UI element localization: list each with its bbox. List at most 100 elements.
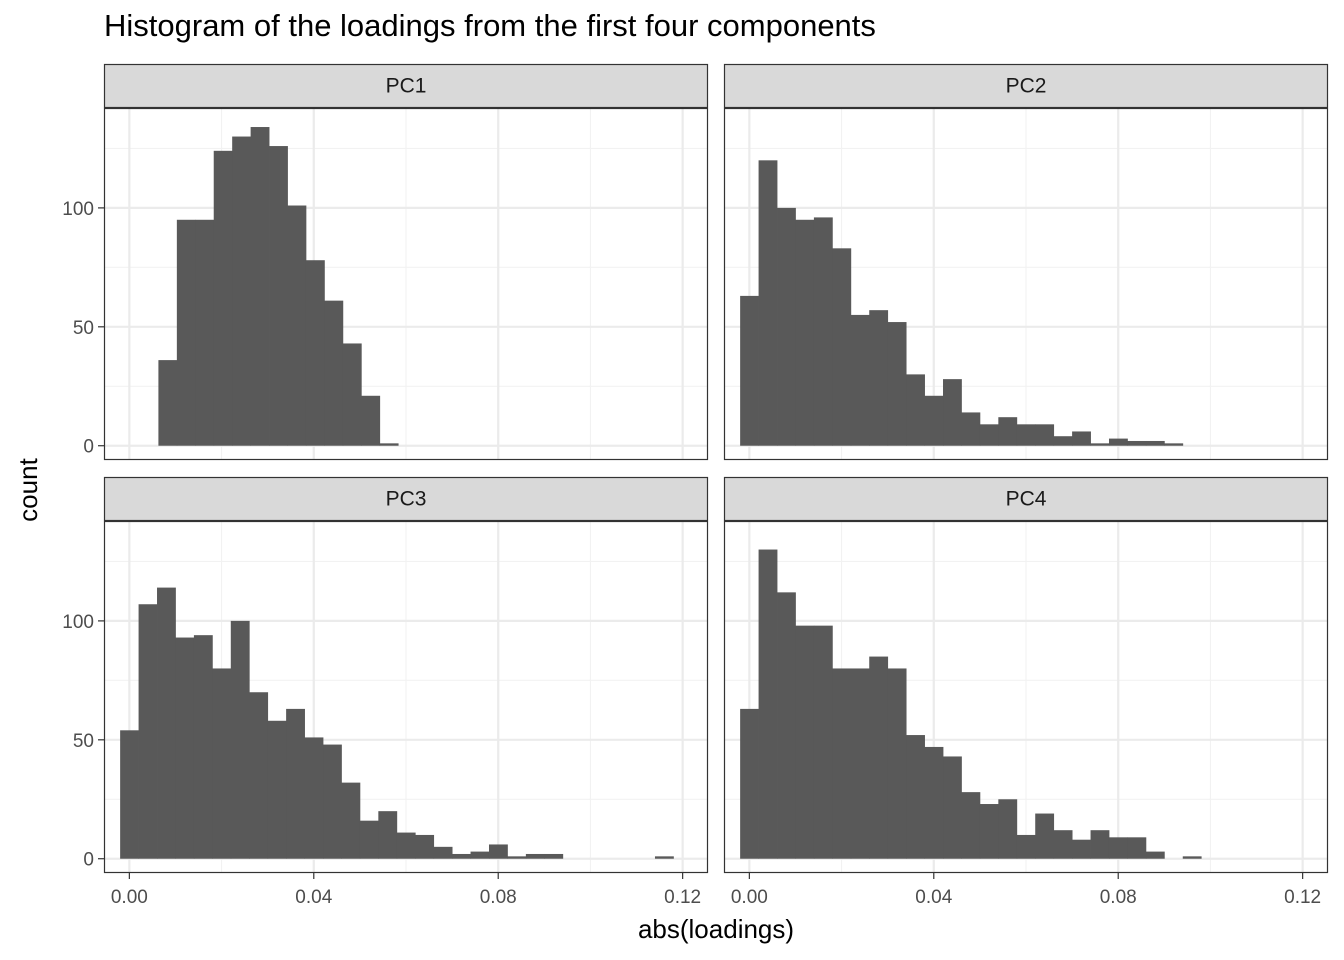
histogram-bar xyxy=(120,730,139,859)
histogram-bar xyxy=(813,625,833,859)
x-tick-label: 0.04 xyxy=(915,887,952,908)
histogram-bar xyxy=(1090,443,1110,446)
histogram-bar xyxy=(1108,438,1128,446)
x-axis: 0.00 0.04 0.08 0.12 0.00 0.04 0.08 0.12 xyxy=(111,873,1321,908)
histogram-bar xyxy=(287,205,307,446)
histogram-bar xyxy=(1072,839,1091,859)
histogram-bar xyxy=(305,260,325,446)
histogram-bar xyxy=(777,207,796,446)
histogram-bar xyxy=(795,625,815,859)
histogram-bar xyxy=(342,343,362,446)
y-tick-label: 50 xyxy=(73,318,94,339)
histogram-bar xyxy=(286,708,305,859)
histogram-bar xyxy=(924,746,944,859)
histogram-bar xyxy=(887,322,907,446)
y-tick-label: 0 xyxy=(83,850,94,871)
histogram-bar xyxy=(415,834,435,859)
histogram-bar xyxy=(1035,424,1055,446)
histogram-bar xyxy=(1127,440,1147,446)
histogram-bar xyxy=(850,314,870,446)
histogram-bar xyxy=(176,219,196,446)
facet-panel-pc4: PC4 xyxy=(723,476,1329,874)
x-tick-label: 0.00 xyxy=(731,887,768,908)
facet-panel-pc2: PC2 xyxy=(723,63,1329,461)
histogram-bar xyxy=(832,248,852,446)
panel-border xyxy=(103,520,709,874)
histogram-bar xyxy=(777,592,796,859)
x-axis-label: abs(loadings) xyxy=(638,914,794,944)
histogram-bar xyxy=(341,782,361,859)
facet-strip-label: PC3 xyxy=(386,488,427,511)
histogram-bar xyxy=(1053,436,1073,446)
facets-layer: PC1 PC2 PC3 PC4 xyxy=(103,63,1329,874)
histogram-bar xyxy=(1182,856,1202,859)
histogram-bar xyxy=(1035,813,1055,859)
histogram-bar xyxy=(212,668,232,859)
histogram-bar xyxy=(1127,837,1147,859)
histogram-bar xyxy=(230,620,250,859)
histogram-bar xyxy=(138,604,158,859)
histogram-bar xyxy=(378,811,398,859)
histogram-bar xyxy=(193,635,213,859)
histogram-bar xyxy=(813,217,833,446)
y-tick-label: 100 xyxy=(62,199,94,220)
histogram-bar xyxy=(1108,837,1128,859)
x-tick-label: 0.08 xyxy=(480,887,517,908)
histogram-bar xyxy=(758,160,778,446)
histogram-bar xyxy=(1164,443,1184,446)
histogram-bar xyxy=(249,692,269,859)
histogram-bar xyxy=(654,856,674,859)
facet-panel-pc3: PC3 xyxy=(103,476,709,874)
histogram-bar xyxy=(323,744,342,859)
histogram-bar xyxy=(1053,830,1073,859)
facet-panel-pc1: PC1 xyxy=(103,63,709,461)
histogram-bar xyxy=(379,443,399,446)
histogram-bar xyxy=(740,295,759,446)
histogram-bar xyxy=(1145,440,1165,446)
histogram-bar xyxy=(869,310,889,446)
histogram-bar xyxy=(1145,851,1165,859)
histogram-bar xyxy=(304,737,324,859)
facet-strip xyxy=(723,63,1329,109)
histogram-bar xyxy=(544,853,564,859)
histogram-bar xyxy=(1016,424,1036,446)
panel-border xyxy=(103,107,709,461)
histogram-bar xyxy=(869,656,889,859)
histogram-bar xyxy=(324,300,344,446)
histogram-bar xyxy=(359,820,379,859)
histogram-bar xyxy=(943,756,962,859)
x-tick-label: 0.00 xyxy=(111,887,148,908)
histogram-bar xyxy=(740,708,759,859)
y-axis: 0 50 100 0 50 100 xyxy=(62,199,104,871)
histogram-bar xyxy=(961,792,981,859)
histogram-bar xyxy=(998,417,1018,446)
histogram-bar xyxy=(924,395,944,446)
histogram-bar xyxy=(396,832,416,859)
chart-title: Histogram of the loadings from the first… xyxy=(104,8,876,43)
histogram-bar xyxy=(269,146,288,446)
histogram-bar xyxy=(267,720,287,859)
histogram-bar xyxy=(1090,830,1110,859)
x-tick-label: 0.08 xyxy=(1100,887,1137,908)
y-tick-label: 50 xyxy=(73,731,94,752)
facet-strip xyxy=(103,63,709,109)
histogram-bar xyxy=(758,549,778,859)
histogram-bar xyxy=(232,136,252,446)
histogram-bar xyxy=(832,668,852,859)
histogram-bar xyxy=(906,374,925,446)
x-tick-label: 0.04 xyxy=(295,887,332,908)
y-tick-label: 0 xyxy=(83,437,94,458)
histogram-bar xyxy=(906,735,925,859)
y-tick-label: 100 xyxy=(62,612,94,633)
histogram-bar xyxy=(195,219,215,446)
x-tick-label: 0.12 xyxy=(664,887,701,908)
histogram-bar xyxy=(943,379,962,446)
facet-strip xyxy=(103,476,709,522)
facet-strip xyxy=(723,476,1329,522)
panel-border xyxy=(723,520,1329,874)
histogram-bar xyxy=(213,150,233,446)
histogram-bar xyxy=(525,853,545,859)
histogram-bar xyxy=(979,804,999,859)
y-axis-label: count xyxy=(13,457,43,521)
histogram-bar xyxy=(887,668,907,859)
